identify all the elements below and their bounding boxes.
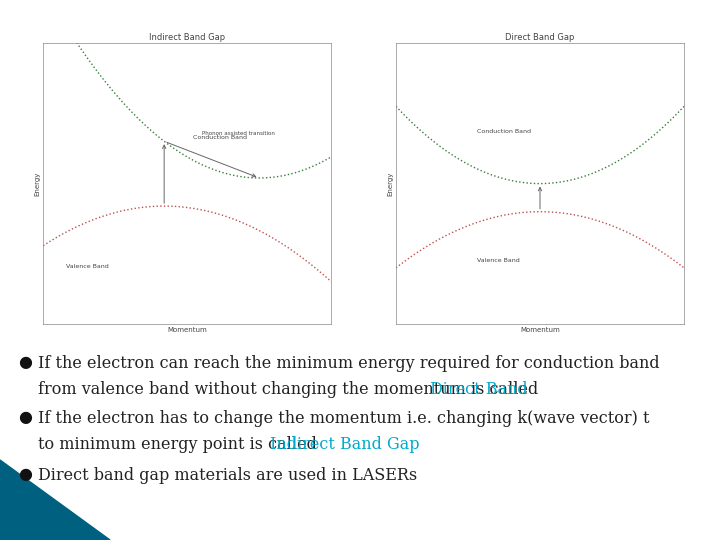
Text: Valence Band: Valence Band bbox=[477, 258, 519, 263]
Text: Direct Band: Direct Band bbox=[430, 381, 528, 398]
Text: Phonon assisted transition: Phonon assisted transition bbox=[202, 131, 274, 136]
Text: ●: ● bbox=[18, 410, 32, 425]
Text: Indirect Band Gap: Indirect Band Gap bbox=[270, 436, 420, 453]
Text: Direct band gap materials are used in LASERs: Direct band gap materials are used in LA… bbox=[38, 467, 418, 484]
X-axis label: Momentum: Momentum bbox=[520, 327, 560, 333]
Text: to minimum energy point is called: to minimum energy point is called bbox=[38, 436, 322, 453]
Text: Valence Band: Valence Band bbox=[66, 264, 109, 269]
X-axis label: Momentum: Momentum bbox=[167, 327, 207, 333]
Text: Conduction Band: Conduction Band bbox=[193, 134, 247, 140]
Text: ●: ● bbox=[18, 467, 32, 482]
Y-axis label: Energy: Energy bbox=[387, 171, 393, 196]
Title: Indirect Band Gap: Indirect Band Gap bbox=[149, 33, 225, 43]
Y-axis label: Energy: Energy bbox=[35, 171, 40, 196]
Text: Conduction Band: Conduction Band bbox=[477, 129, 531, 134]
Polygon shape bbox=[0, 460, 110, 540]
Text: If the electron has to change the momentum i.e. changing k(wave vector) t: If the electron has to change the moment… bbox=[38, 410, 649, 427]
Title: Direct Band Gap: Direct Band Gap bbox=[505, 33, 575, 43]
Text: from valence band without changing the momentum is called: from valence band without changing the m… bbox=[38, 381, 544, 398]
Text: If the electron can reach the minimum energy required for conduction band: If the electron can reach the minimum en… bbox=[38, 355, 660, 372]
Text: ●: ● bbox=[18, 355, 32, 370]
